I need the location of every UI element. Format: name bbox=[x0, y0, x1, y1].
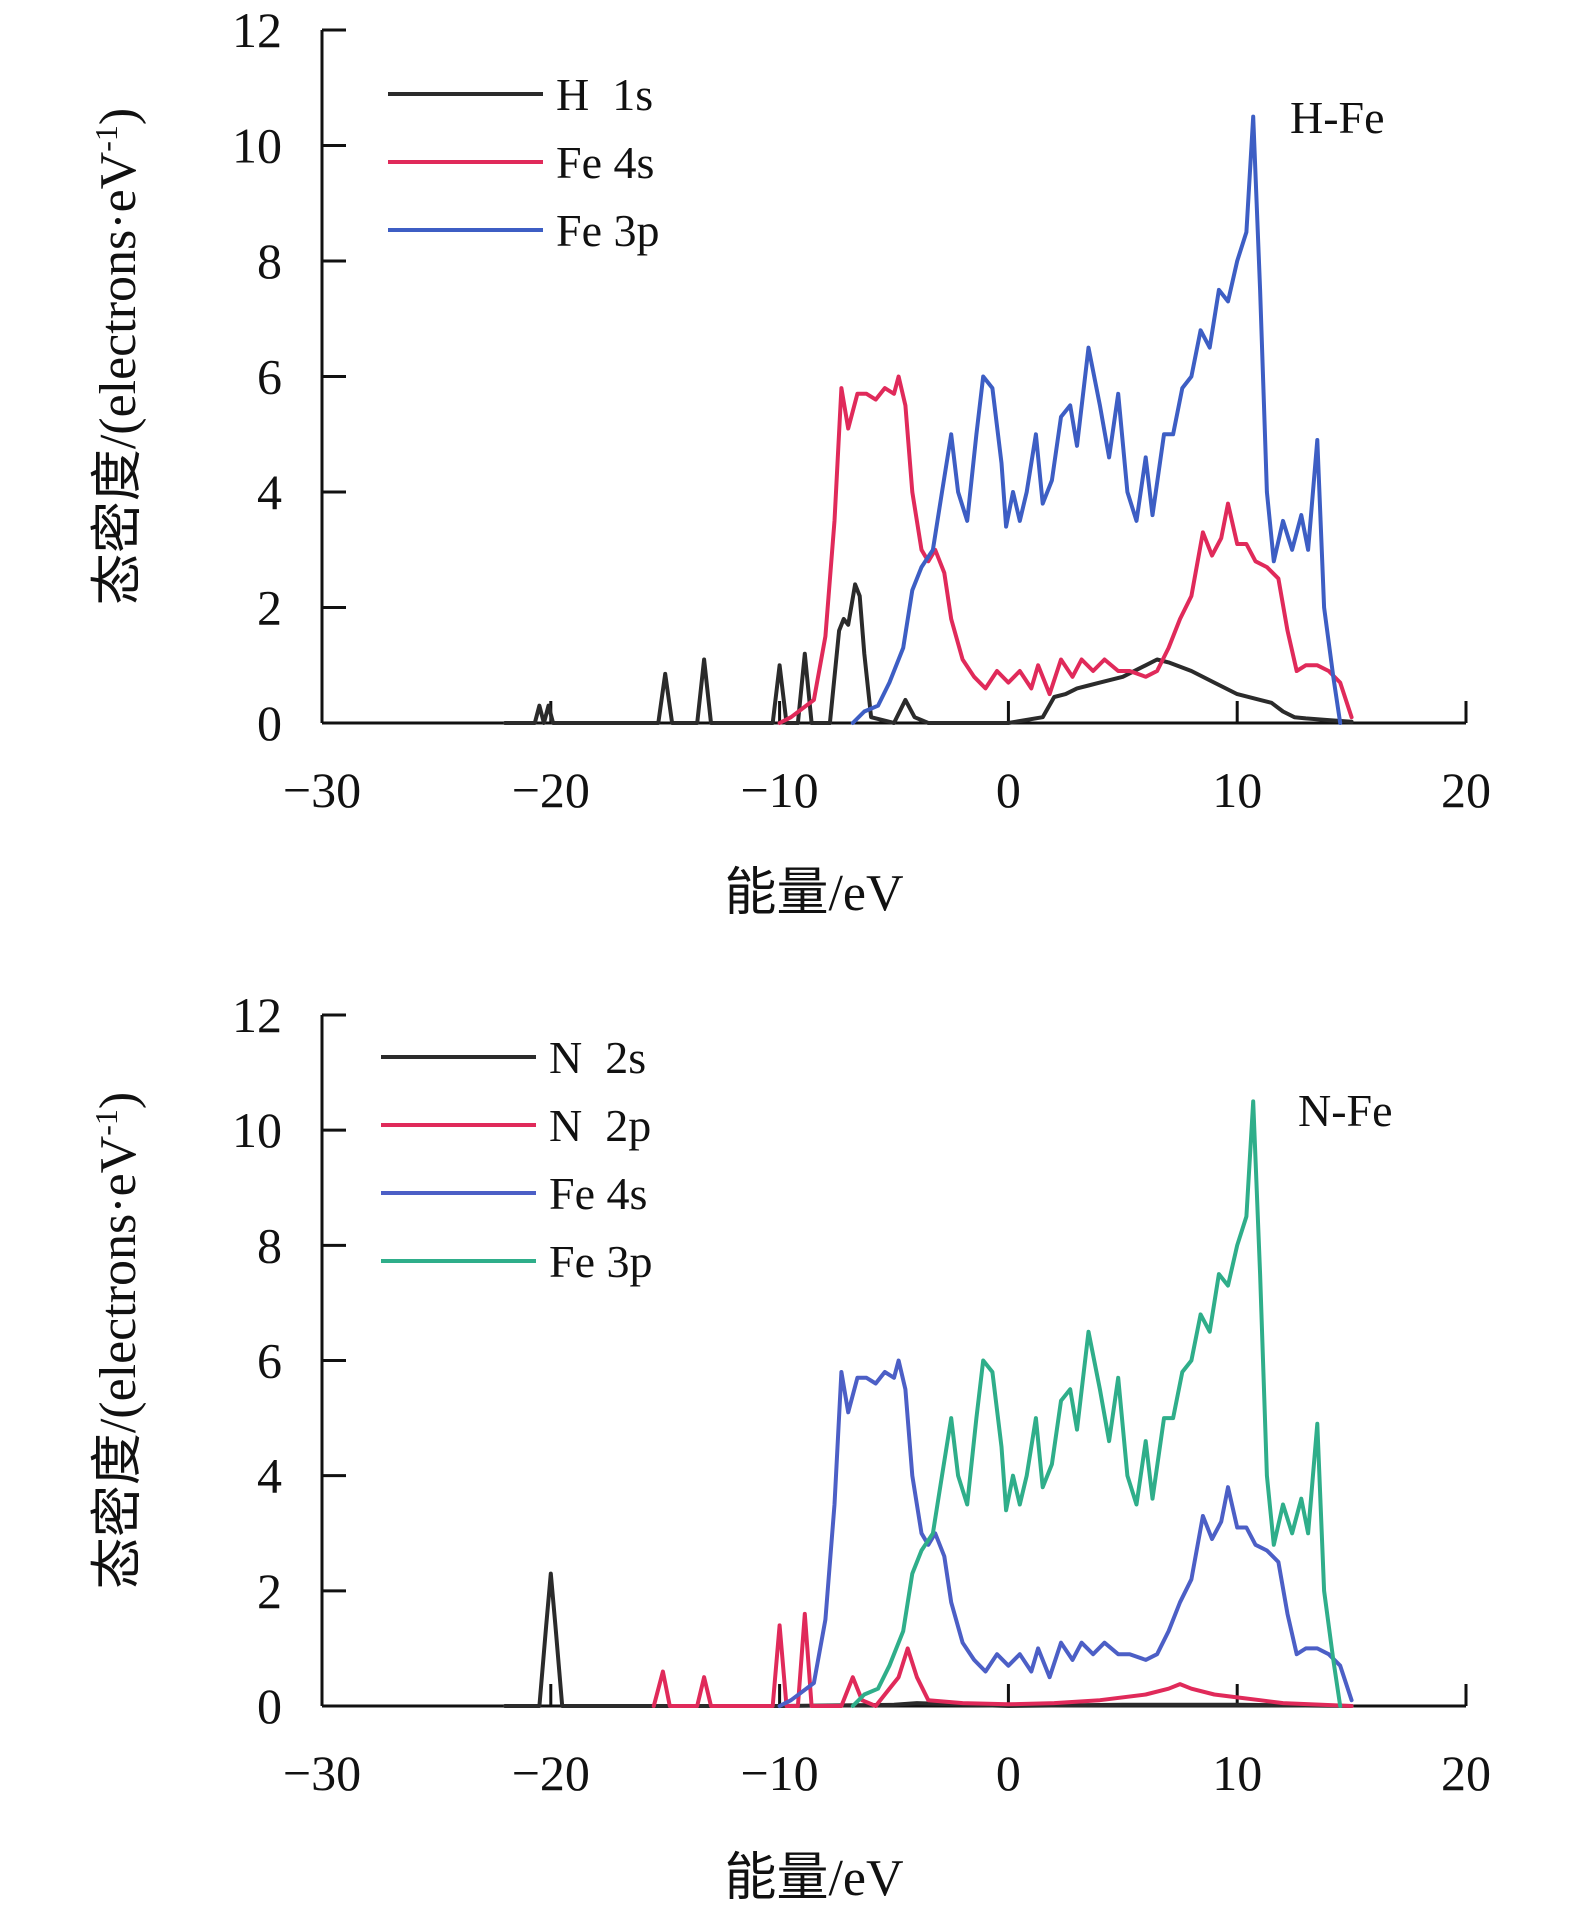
legend-label: Fe 4s bbox=[556, 137, 654, 188]
y-tick-label: 2 bbox=[257, 1563, 282, 1619]
x-tick-label: 20 bbox=[1441, 1745, 1491, 1801]
y-tick-label: 8 bbox=[257, 1217, 282, 1273]
x-tick-label: −30 bbox=[283, 762, 361, 818]
panel-annotation: N-Fe bbox=[1298, 1085, 1393, 1136]
y-tick-label: 0 bbox=[257, 1678, 282, 1734]
chart-panel-1: 0 2 4 6 8 10 12 −30 −20 −10 0 10 20 能量/eV 态密度/(electro… bbox=[88, 2, 1491, 922]
series-line-2 bbox=[651, 1611, 1354, 1708]
series-line-3 bbox=[777, 1358, 1354, 1708]
y-axis-title-main: 态密度/(electrons·eV bbox=[90, 1136, 147, 1589]
x-tick-label: 0 bbox=[996, 1745, 1021, 1801]
x-tick-label: 0 bbox=[996, 762, 1021, 818]
series-line-1 bbox=[503, 1571, 1354, 1708]
legend-label: N 2p bbox=[549, 1100, 651, 1151]
y-tick-label: 10 bbox=[232, 1102, 282, 1158]
y-axis-title-close: ) bbox=[90, 1092, 147, 1109]
y-tick-label: 8 bbox=[257, 233, 282, 289]
series-line-3 bbox=[850, 114, 1343, 725]
x-axis-title: 能量/eV bbox=[724, 865, 903, 922]
x-tick-label: −10 bbox=[740, 762, 818, 818]
y-tick-label: 6 bbox=[257, 349, 282, 405]
legend-label: Fe 3p bbox=[549, 1236, 653, 1287]
y-tick-label: 6 bbox=[257, 1333, 282, 1389]
series-line-1 bbox=[503, 582, 1354, 725]
y-axis-title-close: ) bbox=[90, 108, 147, 125]
y-axis-title-main: 态密度/(electrons·eV bbox=[90, 152, 147, 605]
x-tick-label: −20 bbox=[512, 1745, 590, 1801]
legend-label: H 1s bbox=[556, 69, 653, 120]
legend-label: N 2s bbox=[549, 1032, 646, 1083]
legend-label: Fe 3p bbox=[556, 205, 660, 256]
x-tick-label: 10 bbox=[1212, 1745, 1262, 1801]
y-axis-title-sup: -1 bbox=[88, 1109, 124, 1136]
panel-annotation: H-Fe bbox=[1290, 92, 1385, 143]
y-tick-label: 4 bbox=[257, 464, 282, 520]
y-tick-label: 12 bbox=[232, 2, 282, 58]
y-axis-title: 态密度/(electrons·eV-1) bbox=[88, 1092, 147, 1589]
x-tick-label: 20 bbox=[1441, 762, 1491, 818]
y-axis-title: 态密度/(electrons·eV-1) bbox=[88, 108, 147, 605]
series-line-4 bbox=[850, 1099, 1343, 1708]
chart-panel-2: 0 2 4 6 8 10 12 −30 −20 −10 0 10 20 能量/eV 态密度/(electro… bbox=[88, 987, 1491, 1907]
x-tick-label: −30 bbox=[283, 1745, 361, 1801]
legend-label: Fe 4s bbox=[549, 1168, 647, 1219]
y-axis-title-sup: -1 bbox=[88, 125, 124, 152]
y-tick-label: 4 bbox=[257, 1448, 282, 1504]
x-tick-label: 10 bbox=[1212, 762, 1262, 818]
y-tick-label: 12 bbox=[232, 987, 282, 1043]
y-tick-label: 0 bbox=[257, 695, 282, 751]
series-line-2 bbox=[777, 374, 1354, 725]
x-tick-label: −10 bbox=[740, 1745, 818, 1801]
x-tick-label: −20 bbox=[512, 762, 590, 818]
x-axis-title: 能量/eV bbox=[724, 1850, 903, 1907]
y-tick-label: 2 bbox=[257, 580, 282, 636]
y-tick-label: 10 bbox=[232, 118, 282, 174]
